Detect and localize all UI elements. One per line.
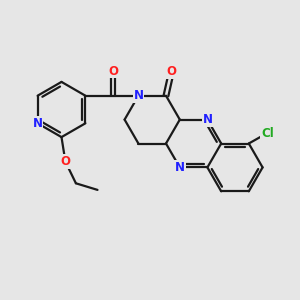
Text: N: N	[134, 89, 143, 102]
Text: O: O	[167, 65, 176, 78]
Text: Cl: Cl	[261, 127, 274, 140]
Text: O: O	[167, 65, 176, 78]
Text: N: N	[134, 89, 143, 102]
Text: O: O	[60, 155, 70, 168]
Text: N: N	[202, 113, 212, 126]
Text: N: N	[202, 113, 212, 126]
Text: Cl: Cl	[261, 127, 274, 140]
Text: N: N	[175, 161, 185, 174]
Text: N: N	[33, 117, 43, 130]
Text: N: N	[175, 161, 185, 174]
Text: N: N	[33, 117, 43, 130]
Text: O: O	[108, 64, 118, 78]
Text: O: O	[60, 155, 70, 168]
Text: O: O	[108, 64, 118, 78]
